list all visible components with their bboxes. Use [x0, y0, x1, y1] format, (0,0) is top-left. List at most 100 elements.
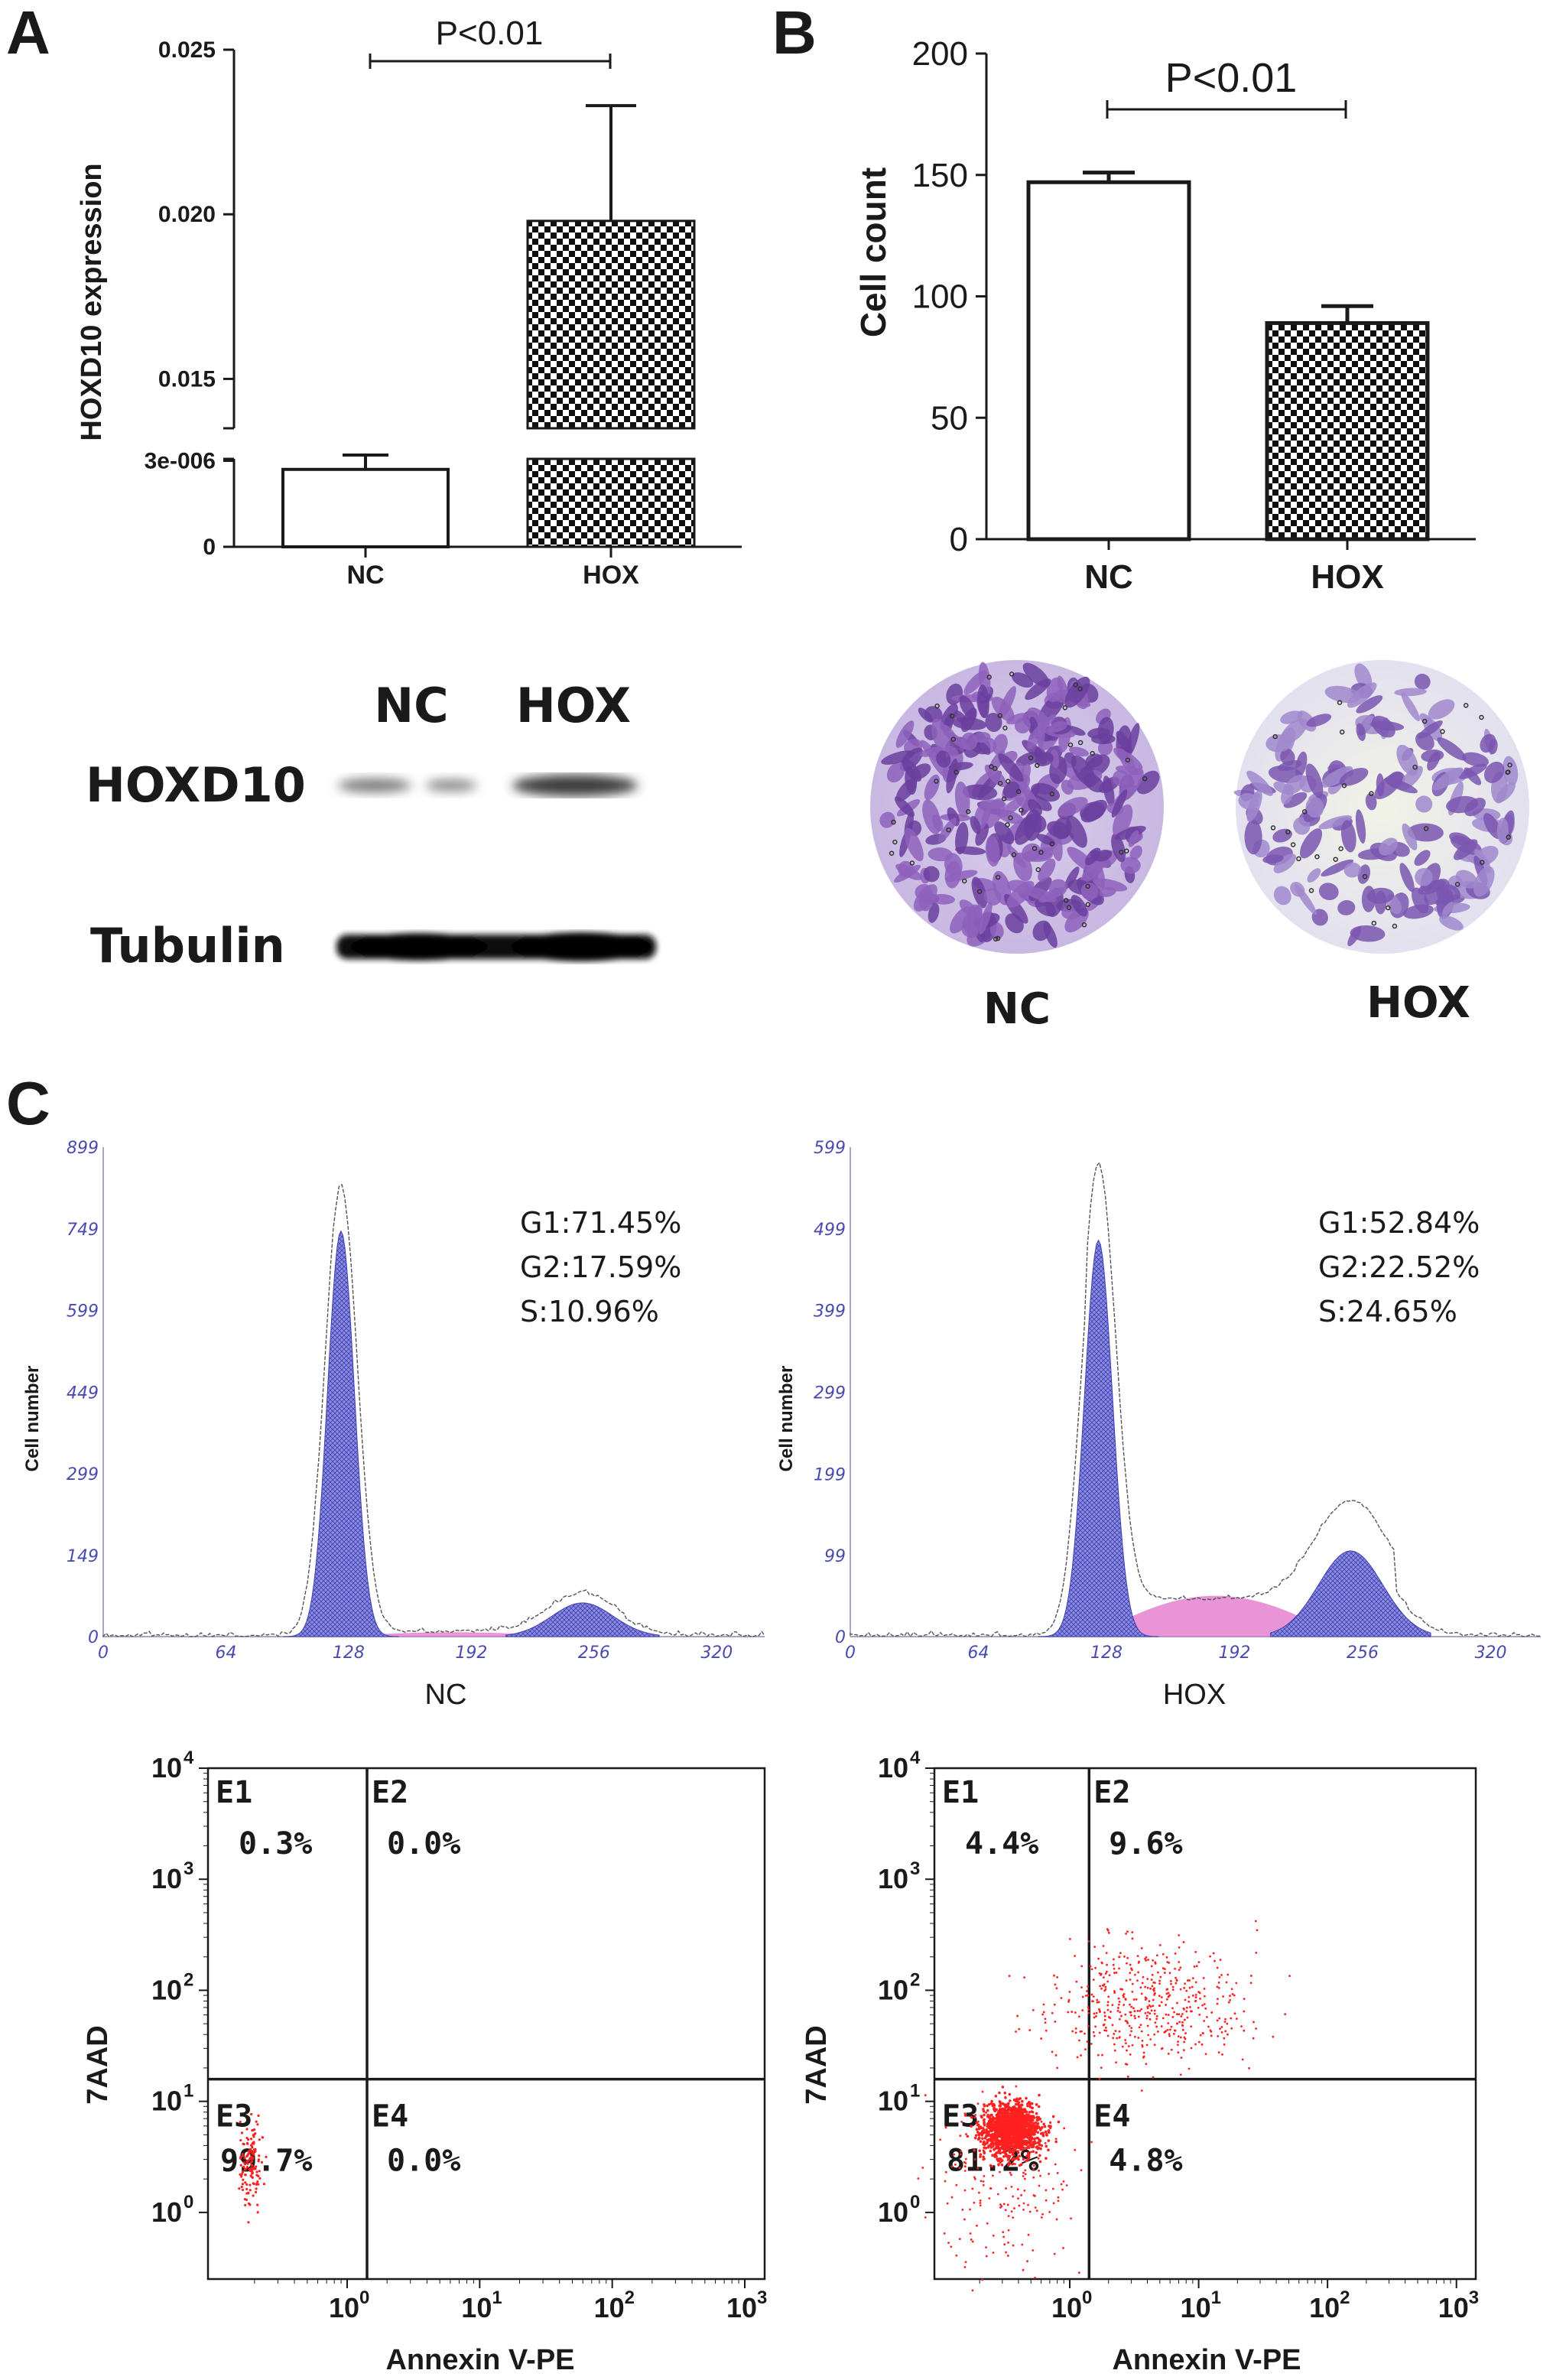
scatter-dot [1145, 2063, 1148, 2066]
scatter-dot [1025, 2154, 1029, 2157]
scatter-dot [946, 2202, 949, 2205]
scatter-x-tick-exp: 3 [757, 2287, 767, 2308]
scatter-dot [979, 2155, 982, 2158]
scatter-dot [249, 2138, 253, 2141]
scatter-dot [983, 2151, 986, 2154]
scatter-dot [973, 2136, 977, 2140]
scatter-dot [1002, 2135, 1006, 2139]
hist-nc-y-label: Cell number [22, 1366, 43, 1472]
scatter-dot [1017, 2103, 1020, 2106]
scatter-dot [1087, 1985, 1089, 1988]
scatter-dot [1123, 1995, 1125, 1998]
scatter-dot [1115, 2061, 1117, 2064]
hist-x-tick: 128 [333, 1644, 365, 1663]
scatter-dot [1019, 2127, 1022, 2129]
scatter-dot [1022, 2171, 1025, 2174]
scatter-dot [978, 2137, 981, 2140]
scatter-dot [992, 2234, 995, 2237]
scatter-dot [1100, 1973, 1102, 1976]
scatter-dot [1133, 2035, 1136, 2038]
scatter-dot [249, 2144, 253, 2147]
scatter-dot [1213, 1959, 1216, 1962]
scatter-dot [1158, 1995, 1161, 1998]
hist-y-tick: 399 [814, 1302, 846, 1322]
scatter-dot [1015, 2109, 1019, 2112]
scatter-dot [1174, 1982, 1178, 1985]
scatter-x-tick-exp: 2 [1340, 2287, 1350, 2308]
scatter-dot [256, 2203, 259, 2206]
scatter-dot [976, 2167, 980, 2170]
scatter-dot [986, 2122, 989, 2126]
scatter-dot [1010, 2143, 1014, 2147]
scatter-dot [1119, 1988, 1122, 1991]
scatter-x-tick: 10 [726, 2292, 757, 2323]
scatter-x-tick: 10 [594, 2292, 625, 2323]
scatter-y-tick-exp: 4 [910, 1748, 921, 1768]
scatter-dot [1169, 1979, 1172, 1982]
scatter-dot [969, 2208, 971, 2211]
scatter-dot [258, 2138, 261, 2141]
scatter-dot [1041, 2134, 1045, 2137]
scatter-dot [999, 2108, 1003, 2111]
scatter-dot [1005, 2125, 1009, 2128]
quadrant-value-e1: 0.3% [239, 1826, 312, 1861]
scatter-dot [1153, 2009, 1156, 2012]
scatter-dot [1009, 2141, 1012, 2144]
scatter-dot [1223, 2043, 1226, 2046]
scatter-dot [1137, 1971, 1140, 1974]
scatter-dot [1023, 2177, 1026, 2180]
scatter-dot [1158, 1979, 1162, 1982]
scatter-dot [1210, 2034, 1213, 2037]
scatter-dot [994, 2152, 998, 2156]
hist-hox-title: HOX [1163, 1679, 1226, 1711]
scatter-dot [1249, 1982, 1252, 1985]
scatter-dot [1000, 2140, 1003, 2144]
scatter-dot [1074, 2027, 1077, 2030]
scatter-nc-x-label: Annexin V-PE [385, 2344, 574, 2376]
scatter-dot [1156, 2030, 1159, 2033]
scatter-dot [1142, 1975, 1145, 1978]
scatter-dot [1026, 2144, 1030, 2148]
panel-b-y-tick: 50 [931, 399, 968, 437]
scatter-dot [1053, 1974, 1055, 1977]
scatter-dot [976, 2224, 978, 2227]
scatter-dot [1044, 2017, 1047, 2021]
scatter-dot [1106, 1929, 1110, 1932]
scatter-dot [1037, 2157, 1040, 2160]
scatter-dot [1179, 1966, 1182, 1969]
scatter-dot [1002, 2148, 1006, 2151]
scatter-dot [1023, 2189, 1026, 2192]
scatter-dot [252, 2182, 255, 2186]
scatter-x-tick: 10 [1438, 2292, 1469, 2323]
quadrant-name-e1: E1 [942, 1775, 979, 1810]
scatter-dot [1036, 2122, 1040, 2125]
scatter-dot [1008, 2092, 1012, 2096]
scatter-dot [1219, 2027, 1221, 2030]
scatter-dot [1016, 2144, 1020, 2147]
scatter-dot [963, 2266, 967, 2268]
scatter-dot [1181, 2024, 1184, 2027]
scatter-dot [1013, 2120, 1017, 2123]
scatter-dot [1194, 1981, 1197, 1984]
scatter-dot [1053, 2003, 1056, 2006]
scatter-dot [1154, 1962, 1157, 1965]
scatter-dot [1020, 2193, 1022, 2196]
panel-a-y-tick: 0.025 [158, 37, 216, 63]
scatter-dot [1125, 2042, 1127, 2045]
scatter-dot [255, 2120, 258, 2123]
scatter-dot [944, 2170, 947, 2174]
scatter-dot [1252, 2021, 1255, 2024]
scatter-dot [247, 2202, 251, 2205]
scatter-dot [985, 2246, 987, 2249]
scatter-dot [1140, 2008, 1143, 2011]
scatter-dot [1092, 2030, 1095, 2034]
scatter-dot [1121, 2045, 1124, 2048]
scatter-dot [1131, 2043, 1134, 2047]
scatter-dot [1023, 2127, 1027, 2130]
scatter-dot [996, 2140, 999, 2144]
scatter-dot [976, 2123, 980, 2127]
scatter-dot [1040, 2120, 1043, 2123]
scatter-dot [1181, 2021, 1184, 2024]
scatter-dot [1133, 2010, 1136, 2013]
scatter-dot [1186, 1979, 1189, 1982]
